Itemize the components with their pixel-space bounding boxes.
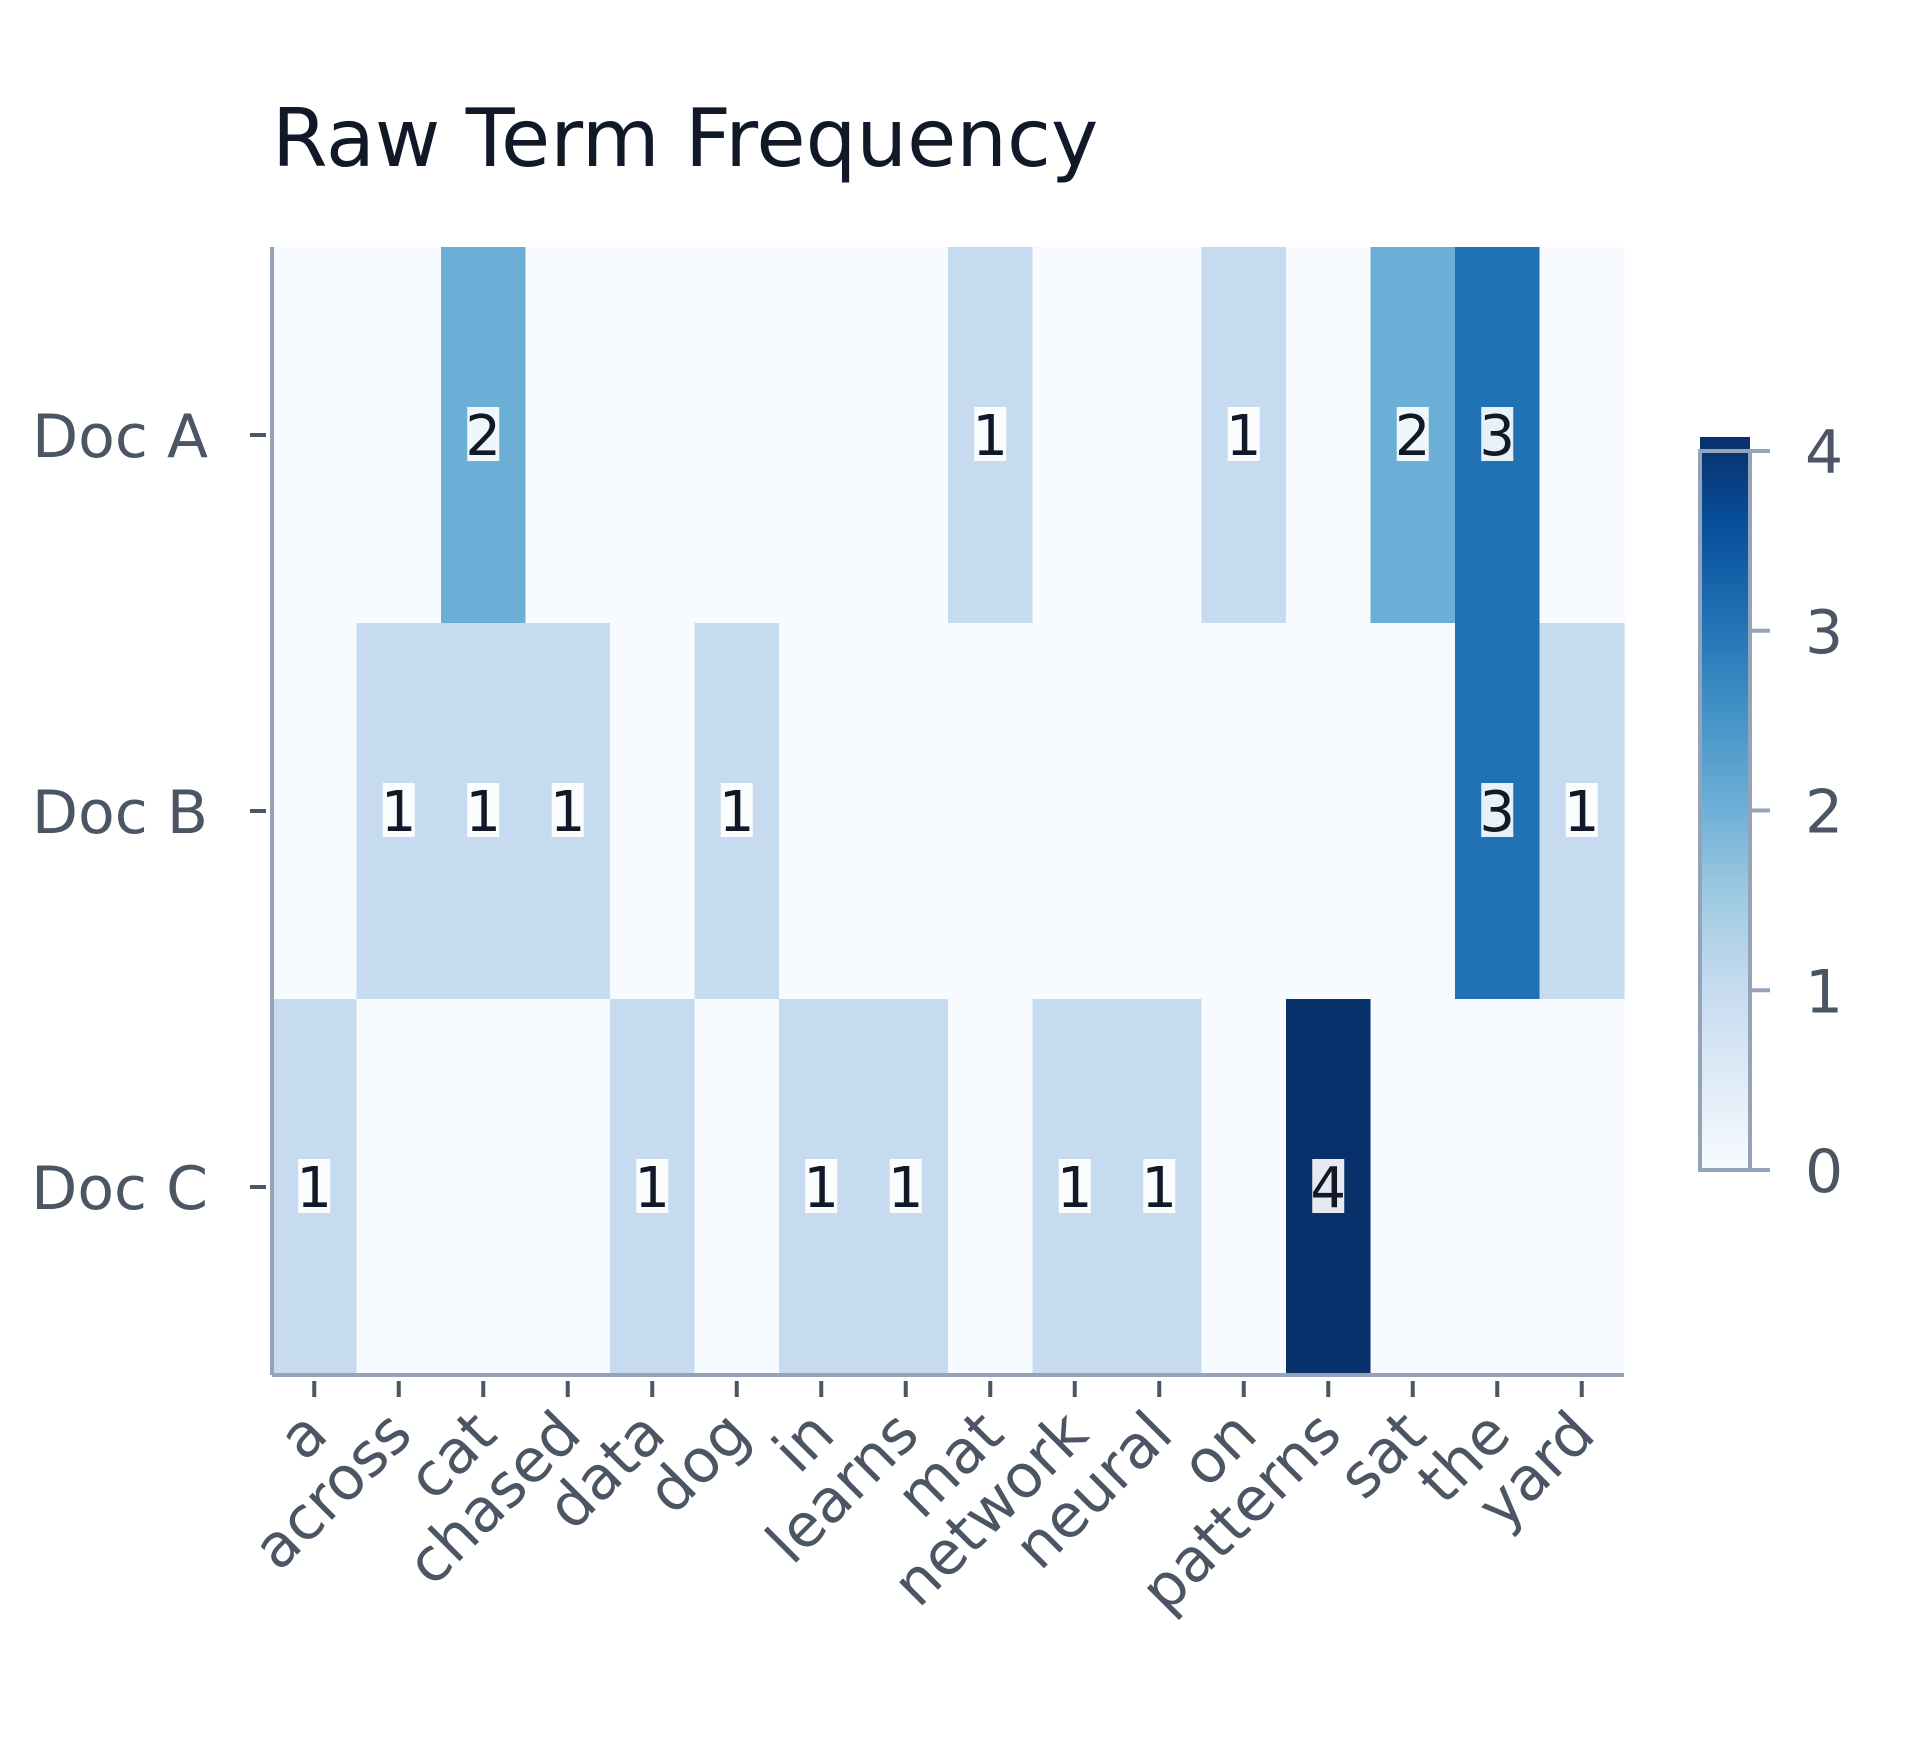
y-tick-label: Doc C (31, 1154, 208, 1224)
heatmap-cell (1201, 623, 1287, 1000)
heatmap-cell (694, 247, 780, 624)
cell-label-background (467, 407, 500, 461)
heatmap-cell (1539, 247, 1625, 624)
heatmap-cell (1201, 999, 1287, 1376)
colorbar-tick-label: 4 (1805, 418, 1843, 488)
cell-value-labels: 2 1 1 2 31 1 1 1 3 11 1 1 1 1 1 4 (296, 404, 1599, 1221)
colorbar-tick-label: 1 (1805, 957, 1843, 1027)
heatmap-cell (1286, 247, 1372, 624)
cell-value-label: 1 (972, 404, 1008, 469)
heatmap-cell (356, 999, 442, 1376)
colorbar-tick-label: 3 (1805, 598, 1843, 668)
heatmap-cell (1117, 623, 1203, 1000)
cell-value-label: 1 (381, 780, 417, 845)
cell-label-background (974, 407, 1007, 461)
cell-value-label: 3 (1479, 780, 1515, 845)
cell-label-background (1312, 1159, 1345, 1213)
cell-value-label: 1 (465, 780, 501, 845)
cell-label-background (636, 1159, 669, 1213)
cell-value-label: 2 (465, 404, 501, 469)
heatmap-cell (1117, 247, 1203, 624)
heatmap-cell (1455, 999, 1541, 1376)
heatmap-cell (1286, 623, 1372, 1000)
cell-value-label: 1 (296, 1156, 332, 1221)
heatmap-cell (1032, 623, 1118, 1000)
cell-value-label: 1 (550, 780, 586, 845)
heatmap-cell (525, 999, 611, 1376)
cell-label-background (805, 1159, 838, 1213)
heatmap-cell (610, 623, 696, 1000)
cell-value-label: 1 (634, 1156, 670, 1221)
heatmap-cell (525, 247, 611, 624)
cell-label-background (467, 783, 500, 837)
heatmap-cell (1370, 623, 1456, 1000)
heatmap-cell (1370, 999, 1456, 1376)
cell-label-background (1481, 783, 1514, 837)
heatmap-cell (863, 247, 949, 624)
cell-label-background (1481, 407, 1514, 461)
cell-value-label: 3 (1479, 404, 1515, 469)
cell-label-background (1143, 1159, 1176, 1213)
heatmap-cells (272, 247, 1625, 1376)
heatmap-cell (356, 247, 442, 624)
heatmap-cell (1539, 999, 1625, 1376)
chart-title: Raw Term Frequency (272, 92, 1098, 185)
heatmap-cell (948, 999, 1034, 1376)
x-tick-label: dog (634, 1398, 763, 1527)
y-tick-label: Doc A (32, 402, 208, 472)
cell-label-background (889, 1159, 922, 1213)
heatmap-cell (779, 623, 865, 1000)
cell-value-label: 2 (1395, 404, 1431, 469)
heatmap-cell (779, 247, 865, 624)
cell-label-background (298, 1159, 331, 1213)
cell-label-background (382, 783, 415, 837)
heatmap-cell (272, 623, 358, 1000)
y-tick-label: Doc B (32, 778, 208, 848)
cell-value-label: 1 (888, 1156, 924, 1221)
heatmap-cell (610, 247, 696, 624)
colorbar-gradient (1700, 437, 1750, 1170)
cell-label-background (551, 783, 584, 837)
cell-value-label: 1 (803, 1156, 839, 1221)
colorbar-tick-label: 0 (1805, 1137, 1843, 1207)
heatmap-cell (272, 247, 358, 624)
heatmap-cell (948, 623, 1034, 1000)
cell-label-background (1396, 407, 1429, 461)
cell-value-label: 1 (1564, 780, 1600, 845)
heatmap-cell (1032, 247, 1118, 624)
cell-value-label: 1 (1226, 404, 1262, 469)
heatmap-cell (694, 999, 780, 1376)
cell-value-label: 4 (1310, 1156, 1346, 1221)
colorbar-tick-label: 2 (1805, 778, 1843, 848)
cell-value-label: 1 (1057, 1156, 1093, 1221)
cell-label-background (720, 783, 753, 837)
cell-label-background (1058, 1159, 1091, 1213)
cell-label-background (1565, 783, 1598, 837)
cell-label-background (1227, 407, 1260, 461)
colorbar: 0 1 2 3 4 (1698, 418, 1843, 1207)
heatmap-cell (441, 999, 527, 1376)
cell-value-label: 1 (719, 780, 755, 845)
heatmap-cell (863, 623, 949, 1000)
cell-value-label: 1 (1141, 1156, 1177, 1221)
